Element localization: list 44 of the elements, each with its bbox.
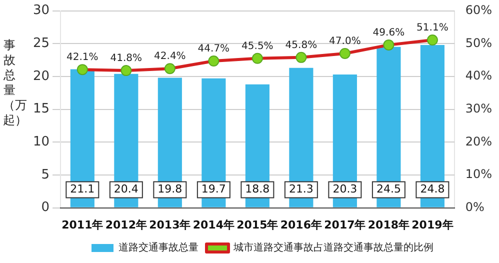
data-label: 20.3 [332, 182, 358, 196]
x-tick-label: 2019年 [412, 218, 454, 232]
y2-tick-label: 10% [465, 167, 492, 182]
x-tick-label: 2014年 [192, 218, 234, 232]
data-label: 45.8% [285, 40, 318, 52]
y2-tick-label: 20% [465, 134, 492, 148]
data-label: 18.8 [245, 182, 270, 196]
data-label: 42.1% [66, 52, 98, 64]
x-tick-label: 2012年 [105, 218, 147, 232]
data-label: 21.3 [288, 182, 314, 196]
y-tick-label: 15 [32, 102, 50, 117]
x-tick-label: 2017年 [324, 218, 366, 232]
x-tick-label: 2016年 [280, 218, 322, 232]
x-tick-label: 2013年 [149, 218, 191, 232]
y2-tick-label: 30% [465, 101, 492, 116]
data-label: 21.1 [70, 182, 95, 196]
y-tick-label: 25 [32, 36, 50, 52]
legend-label: 道路交通事故总量 [118, 242, 198, 254]
y-tick-label: 10 [32, 134, 50, 150]
legend-label: 城市道路交通事故占道路交通事故总量的比例 [232, 242, 434, 254]
y-tick-label: 30 [32, 3, 50, 18]
data-label: 41.8% [110, 53, 142, 64]
data-label: 47.0% [329, 36, 361, 48]
y-axis-title: 事故总量（万起） [3, 38, 27, 128]
y2-tick-label: 60% [465, 2, 492, 17]
data-label: 49.6% [372, 28, 405, 39]
x-tick-label: 2011年 [62, 218, 104, 232]
data-label: 24.5 [376, 182, 401, 196]
y2-tick-label: 0% [465, 200, 484, 214]
y-tick-label: 0 [41, 200, 50, 216]
data-label: 19.8 [158, 182, 182, 196]
data-label: 19.7 [201, 182, 226, 196]
data-label: 51.1% [416, 22, 448, 34]
data-label: 44.7% [198, 44, 230, 55]
data-label: 20.4 [114, 182, 138, 196]
y2-tick-label: 50% [465, 36, 492, 50]
data-label: 24.8 [420, 182, 445, 196]
x-tick-label: 2018年 [368, 218, 410, 232]
data-label: 45.5% [242, 41, 274, 52]
y2-tick-label: 40% [465, 68, 492, 83]
x-tick-label: 2015年 [236, 218, 278, 232]
data-label: 42.4% [154, 51, 186, 62]
y-tick-label: 5 [41, 167, 50, 182]
y-tick-label: 20 [32, 68, 50, 84]
